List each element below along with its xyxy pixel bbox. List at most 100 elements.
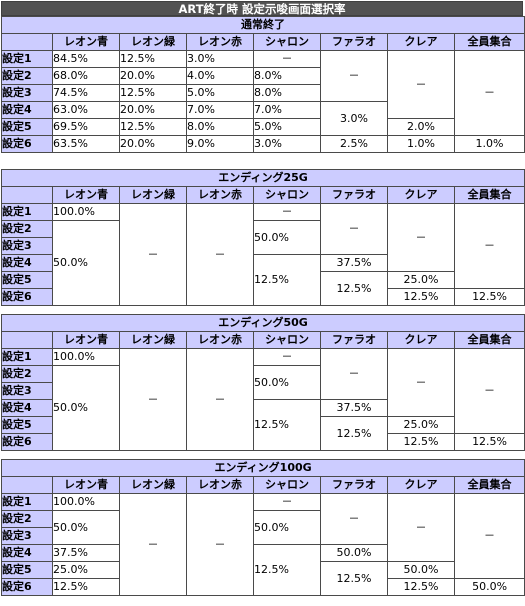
column-header: ファラオ (320, 186, 388, 204)
column-header: レオン青 (52, 476, 120, 494)
cell-pharaoh: 37.5% (320, 254, 388, 272)
cell-leon-blue: 12.5% (52, 578, 120, 596)
cell-all: 12.5% (453, 288, 525, 306)
column-header: レオン青 (52, 331, 120, 349)
cell-sharon: 3.0% (253, 135, 321, 153)
column-header: 全員集合 (454, 33, 525, 51)
column-header: クレア (387, 476, 455, 494)
column-header: シャロン (253, 33, 321, 51)
cell-claire: － (387, 50, 455, 119)
cell-all: 12.5% (453, 433, 525, 451)
row-header: 設定2 (1, 67, 53, 85)
cell-claire: － (387, 348, 455, 417)
table-normal-end: 通常終了 レオン青 レオン緑 レオン赤 シャロン ファラオ クレア 全員集合 設… (1, 16, 525, 153)
column-header: ファラオ (320, 331, 388, 349)
cell-leon-blue: 84.5% (52, 50, 120, 68)
cell-sharon: － (253, 203, 321, 221)
table-row: 設定2 50.0% 50.0% (1, 365, 525, 451)
cell-leon-blue: 68.0% (52, 67, 120, 85)
cell-leon-red: 4.0% (186, 67, 254, 85)
cell-leon-red: － (186, 493, 254, 596)
cell-sharon: 7.0% (253, 101, 321, 119)
table-row: 設定5 12.5% 25.0% (1, 271, 525, 306)
column-header: レオン緑 (119, 476, 187, 494)
column-header: シャロン (253, 186, 321, 204)
cell-leon-green: － (119, 348, 187, 451)
cell-leon-red: 8.0% (186, 118, 254, 136)
cell-pharaoh: － (320, 493, 388, 545)
cell-leon-blue: 100.0% (52, 348, 120, 366)
cell-claire: 12.5% (387, 578, 455, 596)
header-corner (1, 33, 53, 51)
cell-leon-green: 20.0% (119, 101, 187, 119)
column-header: 全員集合 (453, 331, 525, 349)
row-header: 設定5 (1, 416, 53, 434)
section-title: エンディング25G (0, 169, 525, 187)
row-header: 設定5 (1, 271, 53, 289)
row-header: 設定3 (1, 382, 53, 400)
cell-leon-blue: 37.5% (52, 544, 120, 562)
cell-all: 1.0% (454, 135, 525, 153)
row-header: 設定6 (1, 135, 53, 153)
row-header: 設定4 (1, 101, 53, 119)
cell-pharaoh: － (320, 50, 388, 102)
row-header: 設定6 (1, 433, 53, 451)
cell-leon-blue: 50.0% (52, 510, 120, 545)
table-row: 設定5 69.5% 12.5% 8.0% 5.0% 2.0% (1, 118, 525, 136)
cell-pharaoh: 12.5% (320, 271, 388, 306)
column-header: ファラオ (320, 33, 388, 51)
cell-sharon: 5.0% (253, 118, 321, 136)
table-row: 設定1 100.0% － － － － － － (1, 203, 525, 306)
column-header: レオン緑 (119, 33, 187, 51)
row-header: 設定4 (1, 254, 53, 272)
row-header: 設定1 (1, 203, 53, 221)
cell-sharon: 8.0% (253, 84, 321, 102)
cell-leon-red: － (186, 348, 254, 451)
row-header: 設定6 (1, 288, 53, 306)
table-row: 設定1 84.5% 12.5% 3.0% － － － － (1, 50, 525, 136)
cell-all: 50.0% (453, 578, 525, 596)
column-header: レオン赤 (186, 33, 254, 51)
table-ending-50g: エンディング50G レオン青 レオン緑 レオン赤 シャロン ファラオ クレア 全… (0, 314, 525, 451)
cell-claire: － (387, 493, 455, 562)
cell-leon-green: 12.5% (119, 118, 187, 136)
cell-sharon: 50.0% (253, 220, 321, 255)
cell-leon-blue: 50.0% (52, 365, 120, 451)
cell-leon-green: 20.0% (119, 135, 187, 153)
column-header: ファラオ (320, 476, 388, 494)
table-row: 設定4 12.5% 37.5% (1, 399, 525, 451)
column-header: レオン赤 (186, 331, 254, 349)
cell-leon-blue: 74.5% (52, 84, 120, 102)
row-header: 設定4 (1, 399, 53, 417)
column-header: 全員集合 (453, 186, 525, 204)
cell-all: － (453, 493, 525, 579)
column-header: レオン青 (52, 33, 120, 51)
cell-leon-green: － (119, 493, 187, 596)
cell-all: － (453, 348, 525, 434)
cell-pharaoh: － (320, 203, 388, 255)
cell-sharon: 12.5% (253, 544, 321, 596)
cell-sharon: 50.0% (253, 510, 321, 545)
cell-sharon: － (253, 348, 321, 366)
cell-pharaoh: 12.5% (320, 416, 388, 451)
table-row: 設定4 12.5% 37.5% (1, 254, 525, 306)
row-header: 設定3 (1, 527, 53, 545)
table-row: 設定2 50.0% 50.0% (1, 510, 525, 545)
table-row: 設定4 63.0% 20.0% 7.0% 7.0% 3.0% (1, 101, 525, 136)
cell-leon-blue: 69.5% (52, 118, 120, 136)
column-header: 全員集合 (453, 476, 525, 494)
table-row: 設定3 (1, 382, 525, 400)
table-ending-25g: エンディング25G レオン青 レオン緑 レオン赤 シャロン ファラオ クレア 全… (0, 169, 525, 306)
row-header: 設定3 (1, 237, 53, 255)
cell-leon-green: － (119, 203, 187, 306)
row-header: 設定2 (1, 220, 53, 238)
cell-claire: 50.0% (387, 561, 455, 579)
column-header: レオン赤 (186, 476, 254, 494)
cell-claire: 2.0% (387, 118, 455, 136)
cell-leon-red: 9.0% (186, 135, 254, 153)
table-row: 設定6 63.5% 20.0% 9.0% 3.0% 2.5% 1.0% 1.0% (1, 135, 525, 153)
cell-leon-green: 20.0% (119, 67, 187, 85)
column-header: シャロン (253, 331, 321, 349)
row-header: 設定1 (1, 493, 53, 511)
